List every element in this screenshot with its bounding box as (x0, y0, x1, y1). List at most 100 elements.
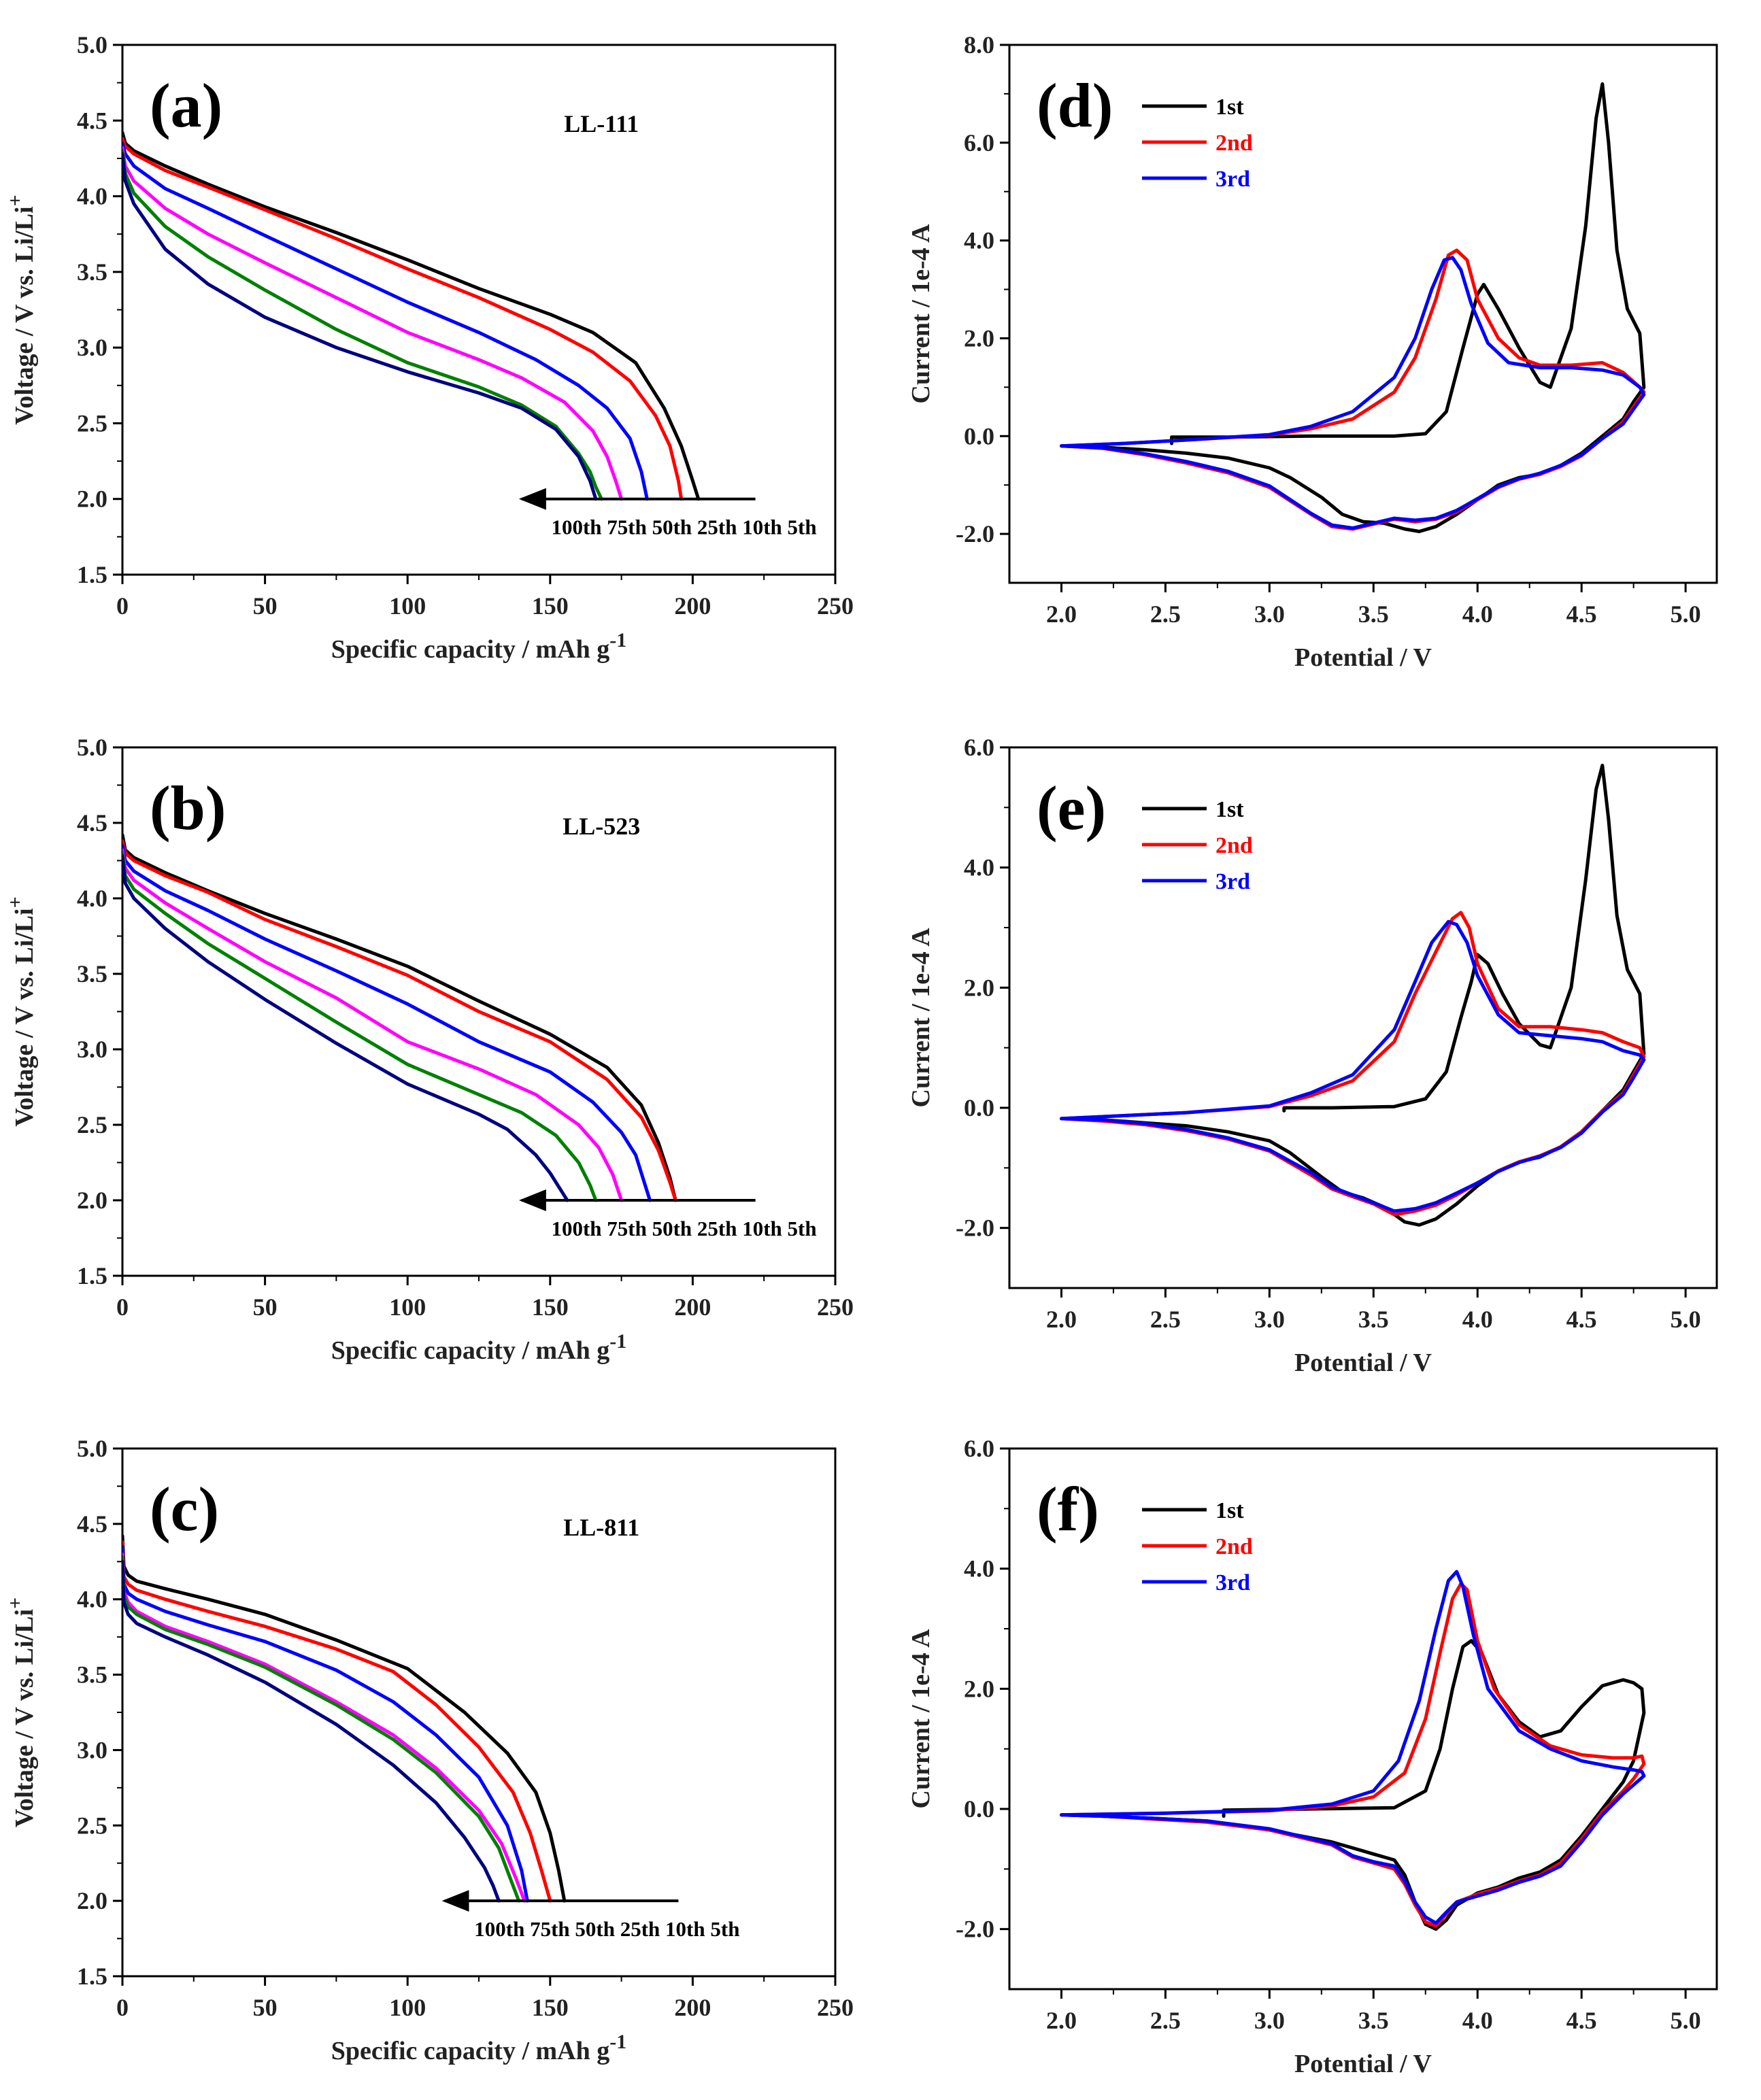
plot-frame (1008, 746, 1718, 1289)
x-axis-title: Potential / V (1294, 1349, 1432, 1377)
x-tick-label: 250 (817, 592, 854, 620)
y-tick-label: 3.5 (77, 258, 107, 286)
y-tick-label: 1.5 (77, 561, 107, 588)
y-tick-label: 5.0 (77, 31, 107, 58)
x-tick-label: 50 (253, 592, 278, 620)
y-tick-label: 0.0 (964, 422, 994, 450)
series-line-5th (122, 833, 677, 1202)
x-tick-label: 2.0 (1046, 600, 1077, 628)
y-tick-label: 4.0 (77, 885, 107, 912)
y-axis-title: Voltage / V vs. Li/Li+ (4, 194, 39, 424)
legend-label-1st: 1st (1215, 1498, 1244, 1523)
series-line-25th (122, 843, 652, 1202)
y-tick-label: 8.0 (964, 31, 994, 58)
chart-panel-c: 0 50 100 150 200 250 1.5 2.0 2.5 3.0 3.5 4.0 4.5 5.0 S… (4, 1435, 854, 2065)
y-axis-title-text: Current / 1e-4 A (907, 1629, 935, 1809)
x-tick-label: 150 (532, 1994, 569, 2021)
y-tick-label: 4.0 (964, 227, 994, 254)
y-axis-title-superscript: + (4, 194, 27, 206)
x-axis-title-superscript: -1 (609, 629, 626, 651)
x-tick-label: 50 (253, 1994, 278, 2021)
x-tick-label: 150 (532, 592, 569, 620)
series-line-5th (122, 131, 701, 501)
series-line-100th (122, 1559, 501, 1903)
y-tick-label: 2.0 (77, 486, 107, 513)
y-axis-title-superscript: + (4, 896, 27, 908)
panel-label: (d) (1037, 71, 1113, 140)
legend-label-2nd: 2nd (1215, 1534, 1253, 1559)
x-tick-label: 50 (253, 1293, 278, 1321)
sample-label: LL-111 (564, 110, 639, 137)
x-tick-label: 4.0 (1462, 600, 1493, 628)
chart-panel-d: 2.0 2.5 3.0 3.5 4.0 4.5 5.0 -2.0 0.0 2.0 4.0 6.0 8.0… (907, 31, 1718, 672)
x-tick-label: 2.5 (1150, 1306, 1181, 1333)
x-axis-title: Potential / V (1294, 2050, 1432, 2078)
y-tick-label: 1.5 (77, 1963, 107, 1990)
x-tick-label: 0 (116, 592, 129, 620)
y-tick-label: 2.0 (964, 974, 994, 1001)
x-axis-title-text: Specific capacity / mAh g (331, 1336, 610, 1365)
x-axis-title-text: Specific capacity / mAh g (331, 635, 610, 664)
series-line-100th (122, 854, 569, 1202)
cycle-labels: 100th 75th 50th 25th 10th 5th (474, 1917, 739, 1941)
x-tick-label: 150 (532, 1293, 569, 1321)
y-axis-title-text: Current / 1e-4 A (907, 224, 935, 404)
y-tick-label: -2.0 (956, 1215, 994, 1242)
series-line-100th (122, 152, 598, 501)
plot-frame (121, 44, 837, 576)
y-tick-label: 1.5 (77, 1262, 107, 1289)
series-line-3rd (1060, 1570, 1646, 1925)
x-tick-label: 2.0 (1046, 2007, 1077, 2034)
y-tick-label: 4.5 (77, 1510, 107, 1538)
y-tick-label: 5.0 (77, 734, 107, 761)
x-tick-label: 5.0 (1671, 600, 1701, 628)
legend-label-3rd: 3rd (1215, 869, 1250, 894)
x-axis-title: Specific capacity / mAh g-1 (331, 629, 627, 664)
y-tick-label: 4.5 (77, 809, 107, 836)
legend-label-3rd: 3rd (1215, 1570, 1250, 1595)
panel-label: (c) (150, 1474, 219, 1544)
x-axis-title: Specific capacity / mAh g-1 (331, 2031, 627, 2065)
y-tick-label: 3.0 (77, 334, 107, 361)
series-line-1st (1060, 764, 1646, 1227)
series-line-75th (122, 851, 598, 1202)
x-tick-label: 4.5 (1566, 2007, 1597, 2034)
y-axis-title-text: Voltage / V vs. Li/Li (10, 206, 39, 424)
x-axis-title-text: Potential / V (1294, 2050, 1432, 2078)
panel-label: (f) (1037, 1474, 1099, 1544)
x-tick-label: 4.5 (1566, 1306, 1597, 1333)
y-tick-label: 3.5 (77, 960, 107, 987)
x-axis-title-text: Specific capacity / mAh g (331, 2037, 610, 2065)
legend-label-1st: 1st (1215, 797, 1244, 822)
series-line-25th (122, 1544, 529, 1903)
x-tick-label: 3.0 (1254, 1306, 1285, 1333)
y-tick-label: -2.0 (956, 1916, 994, 1943)
series-line-2nd (1060, 248, 1646, 531)
x-axis-title: Specific capacity / mAh g-1 (331, 1330, 627, 1365)
y-tick-label: 2.0 (77, 1187, 107, 1214)
series-line-10th (122, 1540, 552, 1903)
y-axis-title-text: Voltage / V vs. Li/Li (10, 1609, 39, 1827)
legend-label-2nd: 2nd (1215, 833, 1253, 858)
series-line-50th (122, 146, 624, 501)
legend-label-3rd: 3rd (1215, 167, 1250, 192)
y-tick-label: 5.0 (77, 1435, 107, 1462)
series-line-50th (122, 1552, 526, 1903)
y-axis-title: Voltage / V vs. Li/Li+ (4, 1597, 39, 1827)
x-tick-label: 4.0 (1462, 1306, 1493, 1333)
y-tick-label: 2.5 (77, 1812, 107, 1839)
x-tick-label: 100 (389, 592, 426, 620)
y-tick-label: 3.0 (77, 1036, 107, 1063)
x-tick-label: 200 (674, 1994, 711, 2021)
y-tick-label: 4.5 (77, 107, 107, 134)
y-tick-label: 0.0 (964, 1094, 994, 1121)
chart-panel-e: 2.0 2.5 3.0 3.5 4.0 4.5 5.0 -2.0 0.0 2.0 4.0 6.0 Pot… (907, 734, 1718, 1377)
y-axis-title: Current / 1e-4 A (907, 928, 935, 1108)
x-tick-label: 200 (674, 592, 711, 620)
x-tick-label: 2.5 (1150, 600, 1181, 628)
series-line-2nd (1060, 911, 1646, 1217)
series-line-75th (122, 149, 603, 501)
x-axis-title: Potential / V (1294, 643, 1432, 672)
x-tick-label: 2.5 (1150, 2007, 1181, 2034)
